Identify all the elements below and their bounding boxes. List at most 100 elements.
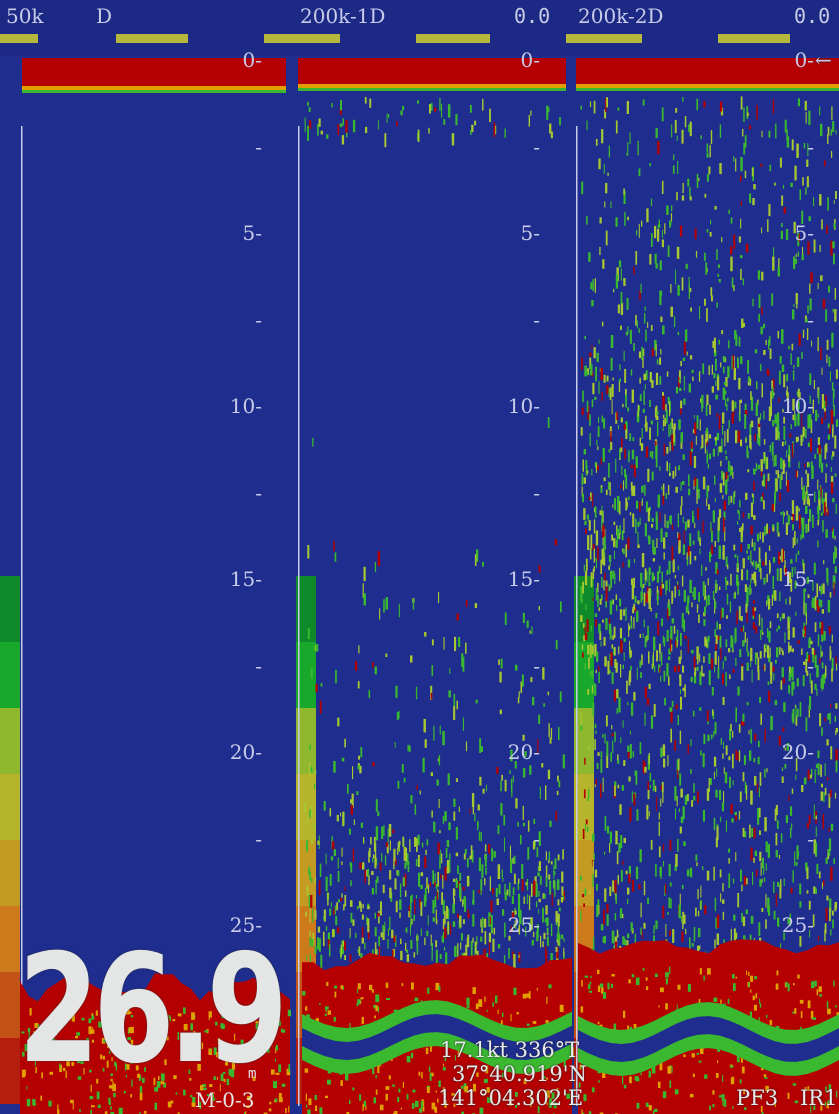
plankton-echo <box>344 894 347 907</box>
seabed-texture <box>319 1003 321 1006</box>
plankton-echo <box>374 927 377 937</box>
seabed-texture <box>421 1072 423 1079</box>
plankton-echo <box>331 841 335 850</box>
plankton-echo <box>389 870 392 880</box>
plankton-echo <box>676 796 678 807</box>
plankton-echo <box>586 120 588 131</box>
seabed-texture <box>39 1041 43 1049</box>
plankton-echo <box>757 756 760 765</box>
plankton-echo <box>770 404 772 417</box>
plankton-echo <box>601 518 603 529</box>
plankton-echo <box>791 713 794 722</box>
plankton-echo <box>804 315 807 323</box>
plankton-echo <box>689 121 692 137</box>
plankton-echo <box>428 127 430 134</box>
plankton-echo <box>782 408 784 413</box>
seabed-texture <box>556 1087 559 1091</box>
seabed-texture <box>584 975 589 978</box>
plankton-echo <box>763 410 765 420</box>
seabed-texture <box>613 1023 617 1032</box>
plankton-echo <box>739 499 741 508</box>
plankton-echo <box>829 712 831 724</box>
plankton-echo <box>625 331 628 336</box>
plankton-echo <box>807 442 810 447</box>
plankton-echo <box>488 912 491 927</box>
seabed-texture <box>635 1078 640 1082</box>
plankton-echo <box>713 771 715 779</box>
seabed-texture <box>40 1034 42 1039</box>
plankton-echo <box>696 862 698 867</box>
plankton-echo <box>769 647 771 658</box>
plankton-echo <box>602 734 604 738</box>
plankton-echo <box>831 527 833 532</box>
plankton-echo <box>744 170 747 179</box>
plankton-echo <box>310 805 313 817</box>
plankton-echo <box>622 548 625 554</box>
seabed-texture <box>764 1076 768 1079</box>
plankton-echo <box>305 840 309 852</box>
plankton-echo <box>834 792 837 799</box>
plankton-echo <box>779 474 781 486</box>
plankton-echo <box>500 803 503 816</box>
plankton-echo <box>638 168 641 177</box>
plankton-echo <box>620 737 622 744</box>
seabed-texture <box>143 1110 147 1114</box>
seabed-texture <box>287 1009 291 1017</box>
seabed-texture <box>739 1079 742 1084</box>
plankton-echo <box>407 865 410 872</box>
plankton-echo <box>680 696 682 710</box>
plankton-echo <box>684 795 688 805</box>
plankton-echo <box>764 768 766 778</box>
seabed-texture <box>501 1012 504 1017</box>
plankton-echo <box>518 954 520 958</box>
plankton-echo <box>764 663 766 672</box>
plankton-echo <box>830 409 834 425</box>
plankton-echo <box>410 922 411 936</box>
plankton-echo <box>474 120 477 126</box>
plankton-echo <box>430 103 433 111</box>
plankton-echo <box>606 826 610 834</box>
seabed-texture <box>49 1071 53 1075</box>
plankton-echo <box>823 407 826 412</box>
depth-minor-tick: - <box>807 134 814 159</box>
plankton-echo <box>405 942 407 951</box>
plankton-echo <box>741 318 744 328</box>
plankton-echo <box>333 908 335 916</box>
plankton-echo <box>797 232 800 246</box>
plankton-echo <box>452 888 455 899</box>
plankton-echo <box>740 268 742 280</box>
seabed-texture <box>228 1068 232 1076</box>
plankton-echo <box>367 918 370 933</box>
plankton-echo <box>805 112 807 124</box>
plankton-echo <box>655 864 657 877</box>
seabed-texture <box>285 1108 287 1114</box>
seabed-texture <box>588 990 592 993</box>
plankton-echo <box>737 580 739 595</box>
plankton-echo <box>596 352 599 363</box>
plankton-echo <box>528 895 531 911</box>
plankton-echo <box>669 578 671 592</box>
plankton-echo <box>379 862 382 871</box>
plankton-echo <box>818 871 821 879</box>
plankton-echo <box>800 434 803 446</box>
plankton-echo <box>702 363 705 375</box>
plankton-echo <box>789 645 792 652</box>
seabed-texture <box>472 987 476 994</box>
seabed-texture <box>356 1003 359 1007</box>
plankton-echo <box>587 535 590 550</box>
seabed-texture <box>230 1069 235 1078</box>
plankton-echo <box>616 708 618 714</box>
plankton-echo <box>447 773 450 786</box>
plankton-echo <box>754 733 757 741</box>
plankton-echo <box>397 842 400 849</box>
plankton-echo <box>697 488 700 499</box>
plankton-echo <box>608 145 610 158</box>
plankton-echo <box>706 870 710 881</box>
plankton-echo <box>796 391 799 396</box>
plankton-echo <box>758 294 761 309</box>
plankton-echo <box>682 911 685 925</box>
plankton-echo <box>745 878 748 885</box>
plankton-echo <box>392 949 394 959</box>
plankton-echo <box>684 635 687 640</box>
plankton-echo <box>818 453 821 469</box>
